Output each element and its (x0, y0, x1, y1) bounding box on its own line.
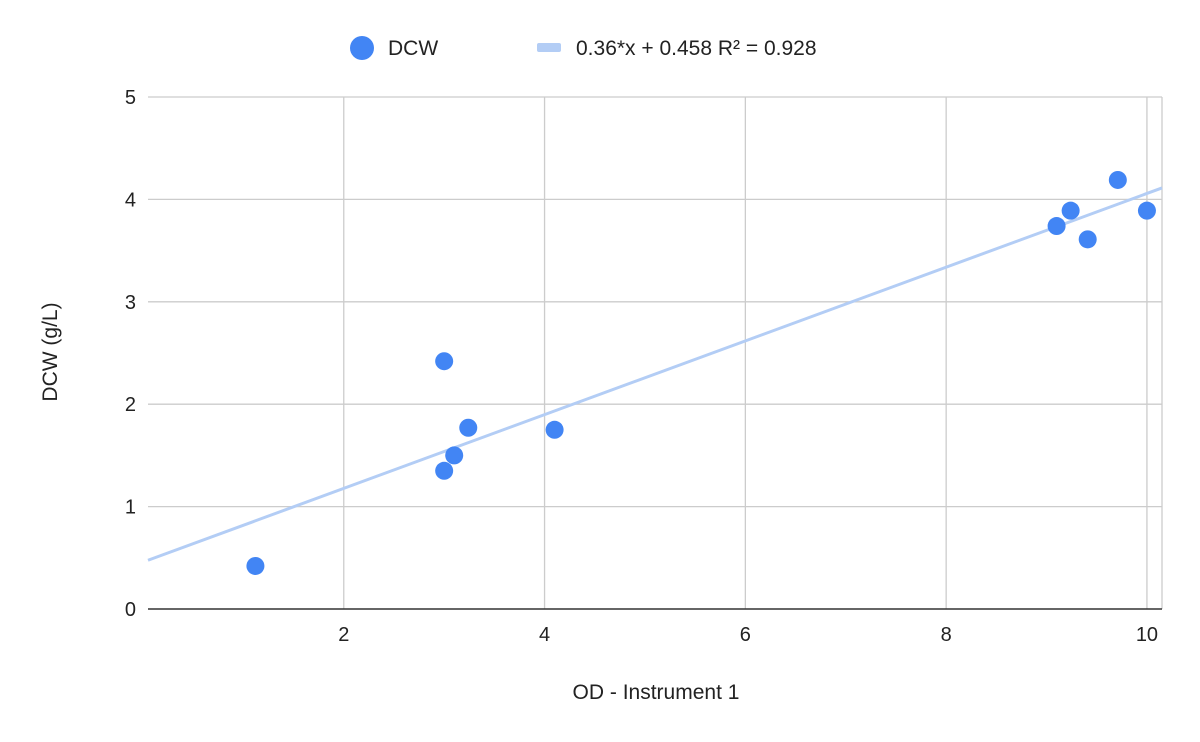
legend-marker-trendline (537, 43, 561, 52)
data-point (435, 352, 454, 371)
data-points (246, 170, 1156, 575)
data-point (246, 556, 265, 575)
data-point (1061, 201, 1080, 220)
x-tick-label: 6 (740, 624, 751, 646)
grid-lines (148, 96, 1163, 609)
y-tick-label: 2 (125, 394, 136, 416)
x-tick-label: 4 (539, 624, 550, 646)
data-point (1047, 217, 1066, 236)
y-tick-labels: 0 1 2 3 4 5 (125, 87, 136, 621)
y-axis-title: DCW (g/L) (39, 302, 62, 401)
y-tick-label: 4 (125, 189, 136, 211)
x-tick-labels: 2 4 6 8 10 (338, 624, 1158, 646)
data-point (1137, 201, 1156, 220)
legend-label-dcw: DCW (388, 37, 438, 60)
y-tick-label: 5 (125, 87, 136, 109)
x-tick-label: 2 (338, 624, 349, 646)
data-point (459, 418, 478, 437)
data-point (545, 420, 564, 439)
x-tick-label: 10 (1136, 624, 1158, 646)
legend-marker-dcw (350, 36, 374, 60)
trendline (147, 186, 1163, 562)
y-tick-label: 0 (125, 599, 136, 621)
data-point (445, 446, 464, 465)
x-tick-label: 8 (941, 624, 952, 646)
legend: DCW 0.36*x + 0.458 R² = 0.928 (350, 36, 817, 60)
y-tick-label: 1 (125, 497, 136, 519)
data-point (435, 461, 454, 480)
data-point (1078, 230, 1097, 249)
y-tick-label: 3 (125, 292, 136, 314)
data-point (1108, 170, 1127, 189)
legend-label-trendline: 0.36*x + 0.458 R² = 0.928 (576, 37, 817, 60)
x-axis-title: OD - Instrument 1 (573, 681, 740, 704)
